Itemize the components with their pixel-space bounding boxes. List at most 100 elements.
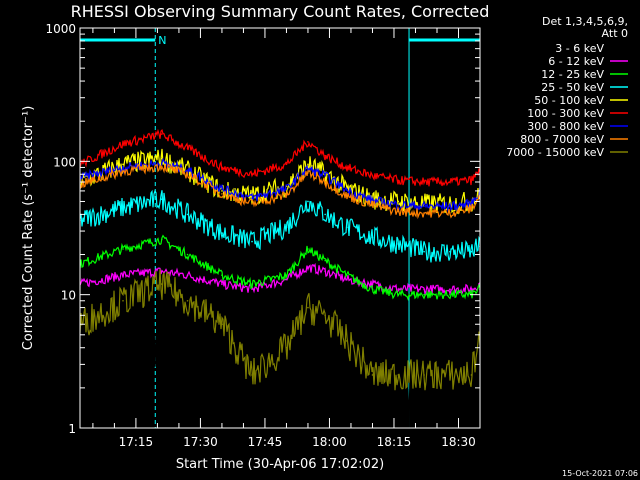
data-point-4-1 bbox=[122, 163, 124, 166]
data-point-5-4 bbox=[221, 166, 223, 169]
data-point-2-8 bbox=[324, 259, 326, 262]
data-point-3-7 bbox=[307, 200, 309, 203]
data-point-8-13 bbox=[449, 374, 451, 376]
data-point-3-1 bbox=[122, 206, 124, 209]
data-point-7-4 bbox=[221, 193, 223, 195]
data-point-5-14 bbox=[470, 179, 473, 182]
data-point-1-2 bbox=[160, 270, 163, 272]
legend-label-4: 50 - 100 keV bbox=[534, 94, 604, 107]
legend-label-3: 25 - 50 keV bbox=[541, 81, 604, 94]
data-point-6-7 bbox=[307, 167, 309, 170]
legend-header-1: Att 0 bbox=[602, 27, 628, 40]
x-tick-label-2: 17:45 bbox=[248, 435, 283, 449]
data-point-3-9 bbox=[345, 226, 348, 229]
data-point-1-5 bbox=[251, 288, 253, 290]
data-point-6-11 bbox=[397, 204, 400, 206]
data-point-1-4 bbox=[221, 283, 223, 285]
data-point-3-5 bbox=[251, 240, 253, 243]
data-point-6-13 bbox=[449, 205, 451, 208]
data-point-3-11 bbox=[397, 243, 400, 245]
data-point-2-11 bbox=[397, 293, 400, 296]
legend-header-0: Det 1,3,4,5,6,9, bbox=[542, 15, 628, 28]
data-point-2-13 bbox=[449, 293, 451, 296]
data-point-3-3 bbox=[186, 213, 189, 216]
data-point-7-1 bbox=[122, 170, 124, 173]
data-point-3-4 bbox=[221, 232, 223, 234]
data-point-6-4 bbox=[221, 188, 223, 190]
data-point-7-7 bbox=[307, 172, 309, 174]
data-point-7-11 bbox=[397, 210, 400, 213]
data-point-5-1 bbox=[122, 143, 124, 145]
x-tick-label-3: 18:00 bbox=[312, 435, 347, 449]
legend-label-7: 800 - 7000 keV bbox=[520, 133, 604, 146]
data-point-4-7 bbox=[307, 163, 309, 166]
data-point-8-5 bbox=[251, 374, 253, 376]
interval-label-0: N bbox=[158, 34, 166, 47]
data-point-8-1 bbox=[122, 299, 124, 302]
data-point-2-3 bbox=[186, 253, 189, 256]
data-point-0-10 bbox=[371, 393, 374, 395]
data-point-3-8 bbox=[324, 213, 326, 216]
data-point-5-10 bbox=[371, 174, 374, 177]
data-point-1-7 bbox=[307, 266, 309, 269]
data-point-2-12 bbox=[423, 293, 425, 296]
legend-label-6: 300 - 800 keV bbox=[527, 120, 604, 133]
data-point-3-12 bbox=[423, 250, 425, 253]
data-point-8-9 bbox=[345, 340, 348, 342]
data-point-5-12 bbox=[423, 181, 425, 183]
data-point-7-6 bbox=[285, 194, 288, 196]
data-point-1-9 bbox=[345, 278, 348, 281]
x-tick-label-0: 17:15 bbox=[119, 435, 154, 449]
data-point-8-10 bbox=[371, 374, 374, 376]
data-point-6-8 bbox=[324, 174, 326, 177]
data-point-2-7 bbox=[307, 248, 309, 250]
series-line-1 bbox=[80, 262, 480, 297]
data-point-4-2 bbox=[160, 157, 163, 160]
series-8 bbox=[80, 269, 480, 391]
legend-label-2: 12 - 25 keV bbox=[541, 68, 604, 81]
data-point-8-3 bbox=[186, 299, 189, 302]
series-7 bbox=[80, 163, 480, 220]
data-point-3-13 bbox=[449, 250, 451, 253]
series-1 bbox=[80, 262, 480, 297]
data-point-2-6 bbox=[285, 274, 288, 276]
data-point-6-1 bbox=[122, 166, 124, 169]
data-point-1-8 bbox=[324, 270, 326, 272]
data-point-6-12 bbox=[423, 205, 425, 208]
data-point-7-5 bbox=[251, 203, 253, 205]
data-point-2-1 bbox=[122, 248, 124, 250]
data-point-0-12 bbox=[423, 399, 425, 402]
data-point-2-4 bbox=[221, 274, 223, 276]
data-point-0-11 bbox=[397, 399, 400, 402]
data-point-3-6 bbox=[285, 226, 288, 229]
data-point-8-4 bbox=[221, 323, 223, 326]
data-point-0-3 bbox=[186, 359, 189, 362]
legend-label-1: 6 - 12 keV bbox=[548, 55, 604, 68]
series-line-3 bbox=[80, 189, 480, 263]
data-point-7-13 bbox=[449, 212, 451, 214]
data-point-7-8 bbox=[324, 181, 326, 183]
x-axis-label: Start Time (30-Apr-06 17:02:02) bbox=[176, 457, 384, 472]
plot-frame bbox=[79, 27, 481, 429]
data-point-8-12 bbox=[423, 374, 425, 376]
data-point-0-8 bbox=[324, 354, 326, 357]
data-point-0-9 bbox=[345, 374, 348, 376]
series-line-7 bbox=[80, 163, 480, 220]
series-line-6 bbox=[80, 157, 480, 213]
y-tick-label-3: 1000 bbox=[45, 22, 76, 36]
data-point-0-14 bbox=[470, 393, 473, 395]
series-line-2 bbox=[80, 234, 480, 302]
x-tick-label-5: 18:30 bbox=[441, 435, 476, 449]
data-point-3-10 bbox=[371, 236, 374, 238]
y-tick-label-2: 100 bbox=[53, 155, 76, 169]
data-point-3-14 bbox=[470, 250, 473, 253]
y-tick-label-1: 10 bbox=[61, 289, 76, 303]
data-point-2-5 bbox=[251, 283, 253, 285]
y-axis-label: Corrected Count Rate (s⁻¹ detector⁻¹) bbox=[21, 106, 36, 351]
data-point-5-9 bbox=[345, 166, 348, 169]
data-point-0-6 bbox=[285, 359, 288, 362]
data-point-5-6 bbox=[285, 163, 288, 166]
chart-title: RHESSI Observing Summary Count Rates, Co… bbox=[71, 2, 490, 21]
footer-timestamp: 15-Oct-2021 07:06 bbox=[562, 469, 638, 478]
